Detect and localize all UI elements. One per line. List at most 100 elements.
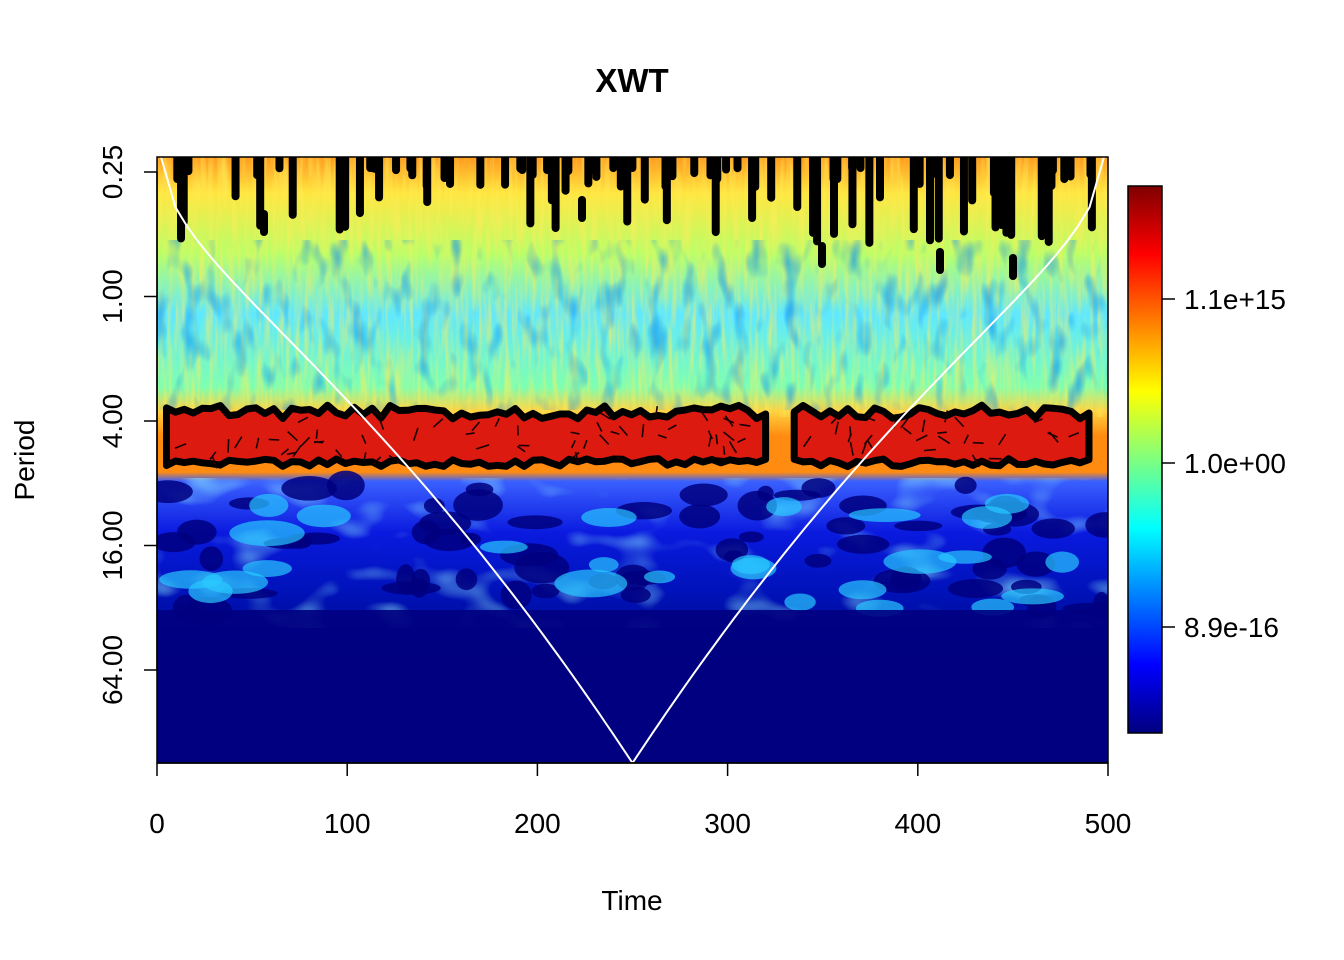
phase-arrow bbox=[572, 451, 580, 459]
phase-arrow bbox=[286, 451, 297, 456]
phase-arrow bbox=[388, 454, 401, 464]
mid-power-blob bbox=[242, 560, 292, 577]
phase-arrow bbox=[847, 432, 852, 443]
phase-arrow bbox=[476, 444, 490, 450]
phase-arrow bbox=[335, 449, 343, 458]
low-power-blob bbox=[894, 520, 943, 532]
phase-arrow bbox=[570, 431, 580, 435]
phase-arrow bbox=[944, 410, 949, 423]
phase-arrow bbox=[971, 454, 980, 468]
x-tick-label: 400 bbox=[894, 808, 941, 839]
phase-arrow bbox=[728, 440, 738, 454]
colorbar-tick-label: 1.1e+15 bbox=[1184, 284, 1286, 315]
phase-arrow bbox=[379, 419, 385, 430]
phase-arrow bbox=[637, 457, 647, 462]
phase-arrow bbox=[667, 424, 677, 431]
phase-arrow bbox=[915, 434, 928, 442]
low-power-blob bbox=[423, 497, 445, 514]
low-power-blob bbox=[954, 476, 977, 494]
phase-arrow bbox=[516, 445, 526, 453]
phase-arrow bbox=[255, 437, 260, 449]
phase-arrow bbox=[227, 439, 230, 453]
mid-power-blob bbox=[296, 504, 351, 528]
low-power-blob bbox=[396, 564, 416, 595]
low-power-blob bbox=[294, 532, 341, 545]
low-power-blob bbox=[620, 586, 651, 603]
low-power-blob bbox=[199, 546, 224, 572]
mid-power-blob bbox=[249, 493, 289, 517]
y-axis: 0.25 1.00 4.00 16.00 64.00 bbox=[97, 145, 158, 705]
low-power-blob bbox=[531, 583, 560, 599]
y-tick-label: 4.00 bbox=[97, 394, 128, 449]
phase-arrow bbox=[739, 423, 751, 427]
phase-arrow bbox=[641, 423, 645, 438]
phase-arrow bbox=[361, 434, 367, 445]
phase-arrow bbox=[209, 451, 217, 460]
phase-arrow bbox=[715, 434, 719, 445]
heatmap-texture-mid bbox=[157, 240, 1108, 410]
phase-arrow bbox=[363, 452, 367, 462]
phase-arrow bbox=[972, 441, 984, 444]
phase-arrow bbox=[372, 410, 384, 418]
mid-power-blob bbox=[838, 580, 887, 600]
low-power-blob bbox=[326, 470, 365, 501]
phase-arrow bbox=[268, 438, 280, 441]
mid-power-blob bbox=[229, 520, 305, 547]
colorbar-tick-label: 1.0e+00 bbox=[1184, 448, 1286, 479]
phase-arrow bbox=[616, 456, 627, 464]
phase-arrow bbox=[998, 433, 1007, 446]
colorbar-tick-label: 8.9e-16 bbox=[1184, 612, 1279, 643]
phase-arrow bbox=[314, 441, 323, 444]
mid-power-blob bbox=[766, 497, 802, 517]
mid-power-blob bbox=[730, 557, 777, 580]
phase-arrow bbox=[211, 456, 218, 469]
low-power-blob bbox=[679, 504, 721, 529]
mid-power-blob bbox=[643, 570, 676, 584]
x-tick-label: 200 bbox=[514, 808, 561, 839]
phase-arrow bbox=[849, 441, 854, 456]
colorbar-ticks: 1.1e+15 1.0e+00 8.9e-16 bbox=[1162, 284, 1286, 643]
chart-title: XWT bbox=[595, 62, 668, 99]
phase-arrow bbox=[610, 430, 620, 435]
mid-power-blob bbox=[581, 508, 637, 527]
phase-arrow bbox=[280, 448, 290, 456]
low-power-blob bbox=[1085, 512, 1108, 538]
colorbar bbox=[1127, 185, 1163, 734]
low-power-blob bbox=[801, 478, 836, 498]
phase-arrow bbox=[1048, 431, 1059, 443]
low-power-blob bbox=[738, 531, 764, 543]
phase-arrow bbox=[803, 435, 812, 448]
mid-power-blob bbox=[1045, 551, 1080, 573]
phase-arrow bbox=[297, 416, 309, 424]
phase-arrow bbox=[465, 432, 475, 436]
significant-band bbox=[163, 401, 1093, 471]
heatmap-field bbox=[157, 157, 1108, 763]
low-power-blob bbox=[419, 511, 472, 536]
low-power-blob bbox=[757, 485, 774, 501]
low-power-blob bbox=[453, 489, 503, 521]
phase-arrow bbox=[657, 434, 667, 439]
phase-arrow bbox=[722, 446, 726, 455]
phase-arrow bbox=[974, 458, 988, 463]
phase-arrow bbox=[570, 440, 576, 449]
phase-arrow bbox=[937, 435, 951, 445]
phase-arrow bbox=[234, 436, 243, 449]
low-power-blob bbox=[804, 553, 832, 568]
phase-arrow bbox=[699, 409, 709, 422]
mid-power-blob bbox=[588, 557, 619, 573]
low-power-blob bbox=[679, 483, 728, 507]
high-frequency-contours bbox=[173, 157, 1096, 280]
mid-power-blob bbox=[188, 579, 233, 604]
low-power-blob bbox=[1031, 518, 1075, 539]
phase-arrow bbox=[834, 421, 839, 435]
x-tick-label: 300 bbox=[704, 808, 751, 839]
mid-power-blob bbox=[784, 593, 816, 611]
phase-arrow bbox=[937, 431, 947, 435]
phase-arrow bbox=[596, 421, 603, 432]
significant-region bbox=[163, 401, 770, 470]
phase-arrow bbox=[372, 456, 382, 465]
phase-arrow bbox=[866, 439, 874, 450]
phase-arrow bbox=[300, 436, 311, 447]
y-tick-label: 1.00 bbox=[97, 269, 128, 324]
